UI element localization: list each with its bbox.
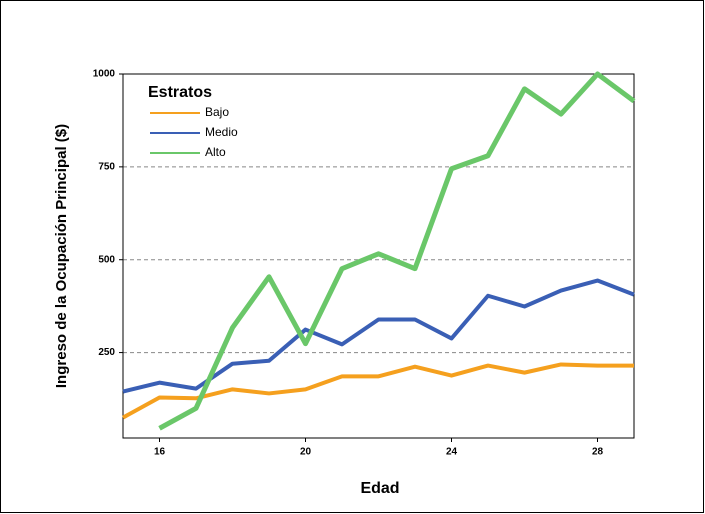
- legend-title: Estratos: [148, 84, 212, 101]
- series-line: [122, 362, 634, 420]
- y-tick-label: 1000: [93, 69, 116, 80]
- x-tick-label: 24: [446, 447, 458, 458]
- y-tick-label: 250: [98, 347, 115, 358]
- series-line: [158, 71, 636, 431]
- x-tick-label: 28: [592, 447, 604, 458]
- y-tick-label: 500: [98, 254, 115, 265]
- legend-label: Bajo: [205, 105, 229, 119]
- x-tick-label: 16: [154, 447, 166, 458]
- y-tick-label: 750: [98, 161, 115, 172]
- legend-label: Medio: [205, 125, 238, 139]
- x-tick-label: 20: [300, 447, 312, 458]
- y-axis-label: Ingreso de la Ocupación Principal ($): [53, 124, 70, 388]
- plot-area: [122, 73, 635, 439]
- x-axis-label: Edad: [360, 480, 399, 497]
- legend-label: Alto: [205, 145, 226, 159]
